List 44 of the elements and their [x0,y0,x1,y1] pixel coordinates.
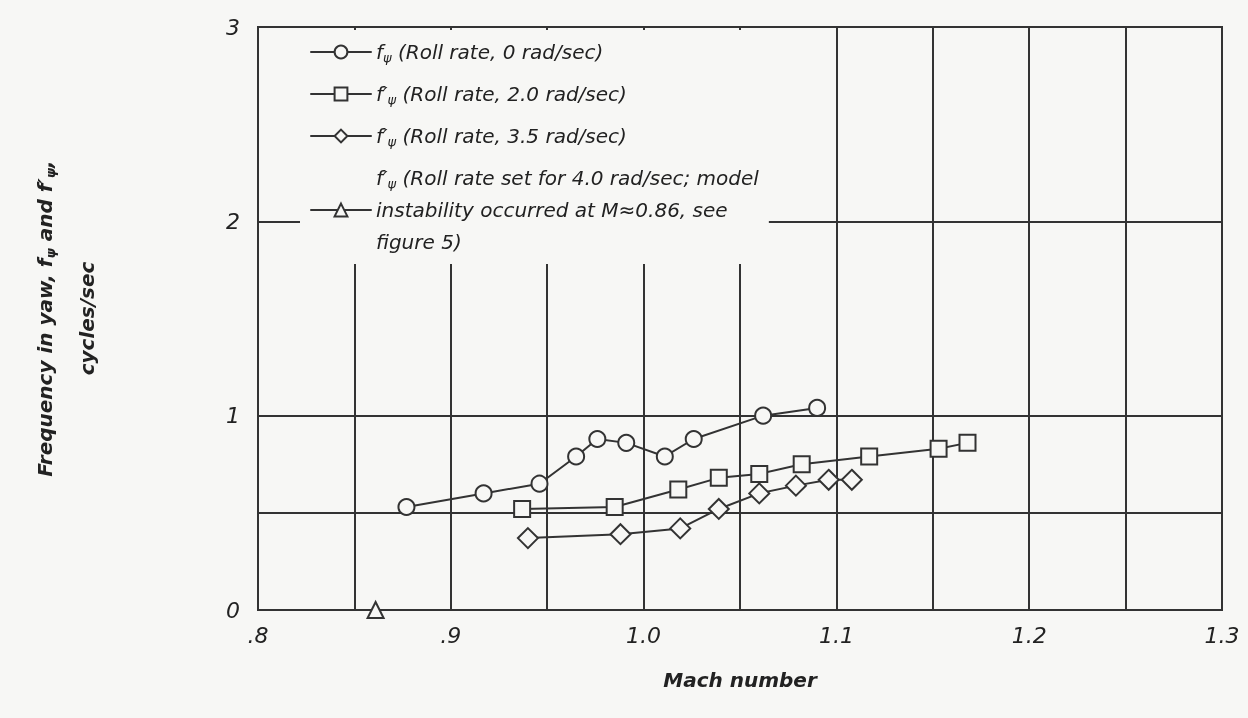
y-tick-label: 1 [226,403,240,429]
y-tick-label: 2 [226,208,240,234]
point [366,601,385,619]
point [840,468,863,491]
point [808,398,827,417]
y-tick-label: 0 [226,597,240,623]
x-axis-title: Mach number [663,668,818,692]
point [748,482,771,505]
point [750,464,769,483]
x-tick-label: 1.1 [818,622,854,648]
point [707,497,730,520]
y-tick-label: 3 [226,14,240,40]
point [474,484,493,503]
point [817,468,840,491]
point [860,447,879,466]
point [605,498,624,516]
legend-label: fψ (Roll rate, 0 rad/sec) [376,40,604,65]
x-tick-label: 1.0 [626,622,662,648]
point [929,439,948,458]
point [617,433,636,452]
legend-label: f′ψ (Roll rate, 2.0 rad/sec) [376,82,627,107]
x-tick-label: 1.3 [1204,622,1240,648]
point [792,455,811,474]
point [754,406,773,425]
point [530,474,549,493]
legend-label: f′ψ (Roll rate, 3.5 rad/sec) [376,124,627,149]
point [513,499,532,518]
point [655,447,674,466]
legend-label: f′ψ (Roll rate set for 4.0 rad/sec; model instability occurred at M≈0.86, see figure 5) [376,166,760,254]
x-tick-label: .9 [440,622,462,648]
point [784,474,807,497]
point [588,429,607,448]
point [684,429,703,448]
x-tick-label: 1.2 [1011,622,1047,648]
point [397,498,416,516]
point [958,433,977,452]
text: Frequency in yaw, fψ and f′ψ, cycles/sec [33,160,99,477]
point [669,517,692,540]
point [709,468,728,487]
point [567,447,586,466]
point [609,523,632,546]
x-tick-label: .8 [247,622,269,648]
point [516,527,539,550]
point [669,480,688,499]
